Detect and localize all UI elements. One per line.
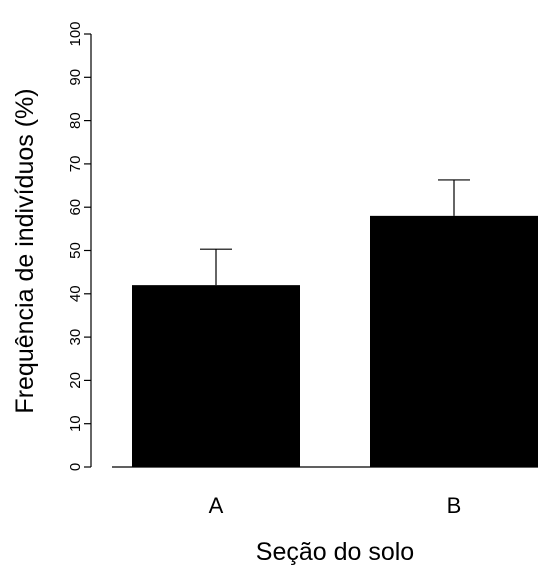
y-axis-title: Frequência de indivíduos (%) — [11, 88, 39, 413]
bars — [132, 215, 538, 467]
x-axis-title: Seção do solo — [256, 538, 414, 566]
y-tick-label: 50 — [67, 242, 84, 259]
y-tick-label: 0 — [67, 463, 84, 471]
y-tick-label: 10 — [67, 415, 84, 432]
x-category-label-a: A — [209, 493, 224, 518]
y-tick-label: 100 — [67, 21, 84, 46]
y-tick-label: 20 — [67, 372, 84, 389]
y-tick-label: 90 — [67, 69, 84, 86]
y-tick-label: 70 — [67, 156, 84, 173]
x-category-label-b: B — [447, 493, 462, 518]
y-tick-label: 40 — [67, 285, 84, 302]
y-tick-label: 80 — [67, 112, 84, 129]
y-tick-label: 30 — [67, 329, 84, 346]
y-axis-ticks: 0 10 20 30 40 50 60 70 80 90 100 — [67, 21, 91, 471]
bar-b — [370, 215, 538, 467]
y-tick-label: 60 — [67, 199, 84, 216]
error-bars — [200, 179, 470, 286]
bar-a — [132, 285, 300, 467]
